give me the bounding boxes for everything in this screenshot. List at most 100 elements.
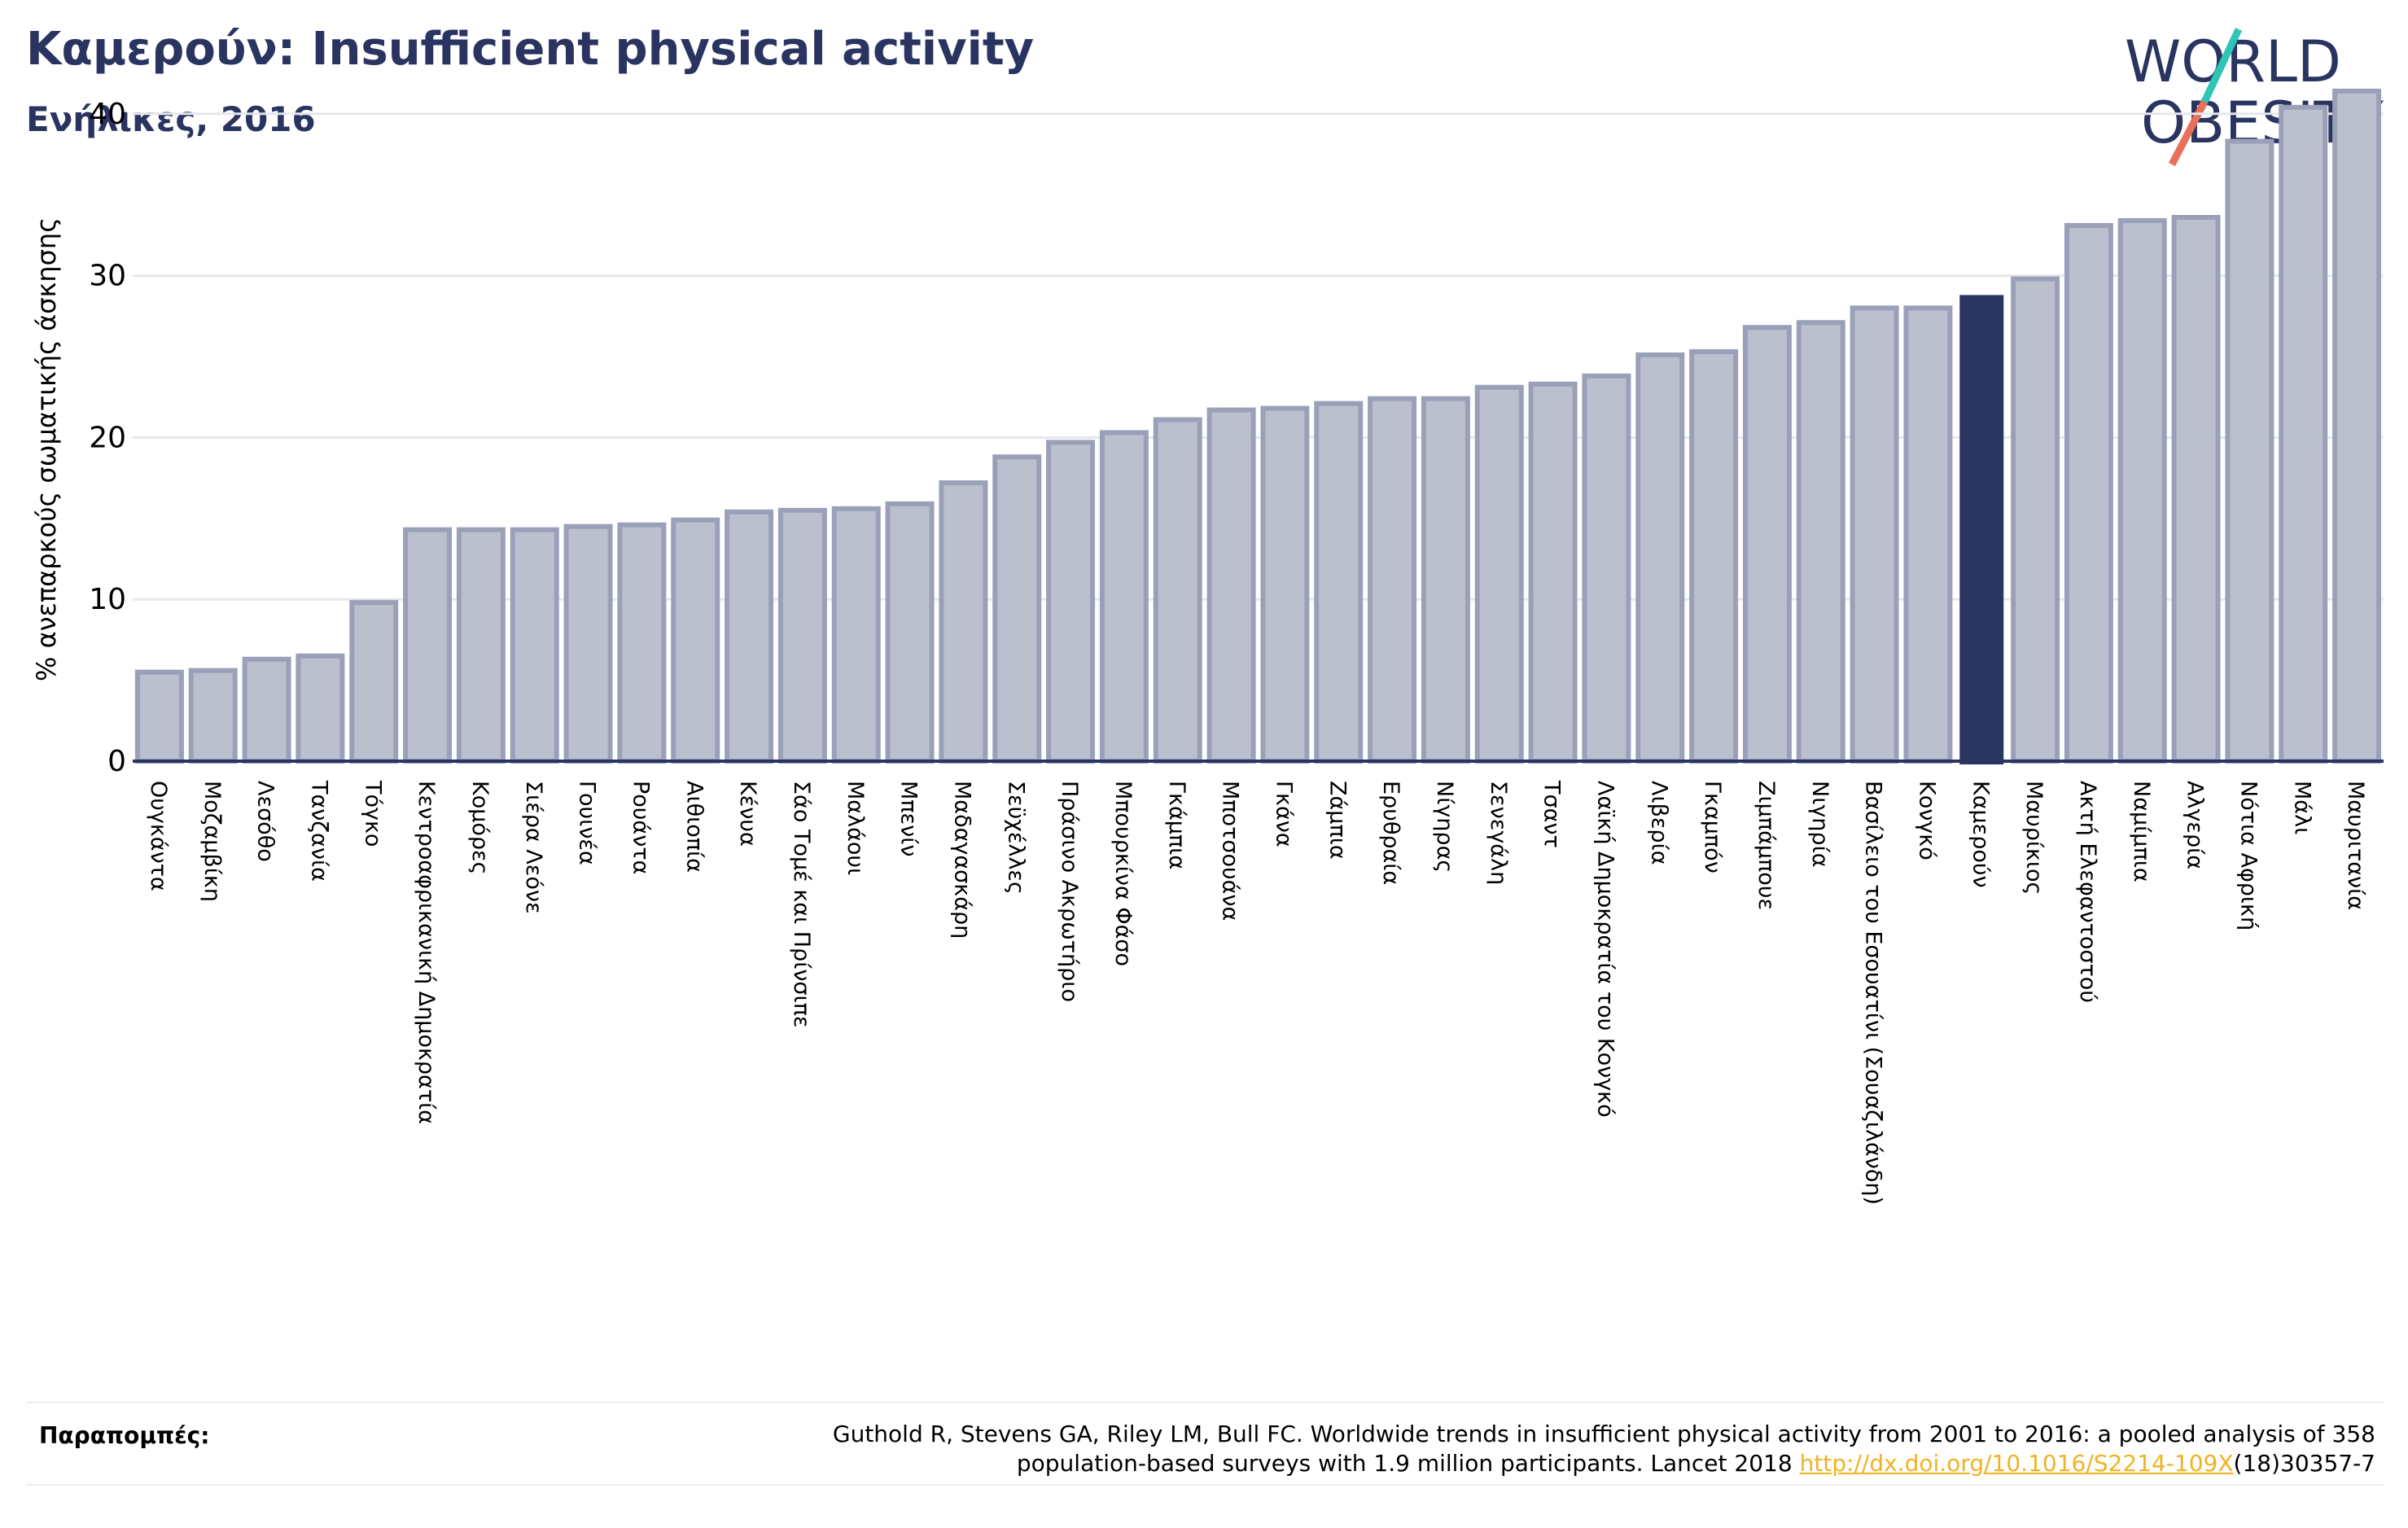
bar-7[interactable] <box>510 527 559 764</box>
x-tick-label: Σενεγάλη <box>1486 781 1511 885</box>
x-tick-label: Νίγηρας <box>1432 781 1457 873</box>
bar-24[interactable] <box>1421 396 1470 764</box>
references-bottom-rule <box>26 1484 2384 1486</box>
bar-16[interactable] <box>992 454 1042 764</box>
x-tick-label: Ναμίμπια <box>2129 781 2154 882</box>
x-tick-label: Σάο Τομέ και Πρίνσιπε <box>789 781 814 1028</box>
references-line-1: Guthold R, Stevens GA, Riley LM, Bull FC… <box>832 1421 2375 1447</box>
x-tick-label: Γκάνα <box>1271 781 1296 847</box>
bar-3[interactable] <box>296 653 345 764</box>
x-tick-label: Γουινέα <box>575 781 600 865</box>
x-tick-label: Λαϊκή Δημοκρατία του Κονγκό <box>1592 781 1618 1118</box>
bar-27[interactable] <box>1582 373 1631 764</box>
bar-15[interactable] <box>939 480 988 764</box>
x-tick-label: Λιβερία <box>1646 781 1671 865</box>
bar-25[interactable] <box>1474 384 1524 764</box>
bar-29[interactable] <box>1689 349 1739 764</box>
x-tick-label: Κονγκό <box>1914 781 1939 860</box>
x-tick-label: Γκάμπια <box>1164 781 1189 869</box>
bar-11[interactable] <box>725 509 774 764</box>
references-label: Παραπομπές: <box>39 1422 210 1449</box>
bar-37[interactable] <box>2117 217 2167 764</box>
bar-34[interactable] <box>1959 295 2004 764</box>
bar-22[interactable] <box>1314 401 1364 764</box>
x-tick-label: Βασίλειο του Εσουατίνι (Σουαζιλάνδη) <box>1861 781 1886 1205</box>
x-tick-label: Σιέρα Λεόνε <box>521 781 546 914</box>
bar-28[interactable] <box>1635 352 1685 764</box>
bar-6[interactable] <box>456 527 506 764</box>
bar-36[interactable] <box>2064 222 2113 764</box>
chart-title: Καμερούν: Insufficient physical activity <box>26 23 1035 76</box>
bar-17[interactable] <box>1046 440 1096 764</box>
references-line-2: population-based surveys with 1.9 millio… <box>666 1449 2375 1478</box>
x-tick-label: Ουγκάντα <box>146 781 171 891</box>
references-line-2-prefix: population-based surveys with 1.9 millio… <box>1016 1450 1800 1477</box>
logo-slash-teal <box>2200 28 2243 103</box>
y-tick-label: 0 <box>107 745 126 778</box>
references-text: Guthold R, Stevens GA, Riley LM, Bull FC… <box>666 1420 2375 1478</box>
x-label-layer: Ουγκάντα Μοζαμβίκη Λεσόθο Τανζανία Τόγκο Κεντ… <box>146 780 2368 1205</box>
x-tick-label: Μάλι <box>2289 781 2314 834</box>
y-axis-label: % ανεπαρκούς σωματικής άσκησης <box>31 217 62 681</box>
bar-chart: 0 10 20 30 40 Ουγκάντα Μοζαμβίκη Λεσόθο Τανζανί… <box>31 88 2384 1205</box>
bar-20[interactable] <box>1206 407 1256 764</box>
bar-41[interactable] <box>2332 88 2382 764</box>
y-tick-label: 30 <box>89 260 126 293</box>
y-tick-layer: 0 10 20 30 40 <box>89 98 126 778</box>
x-tick-label: Κεντροαφρικανική Δημοκρατία <box>414 781 439 1124</box>
bar-8[interactable] <box>563 523 613 764</box>
bar-0[interactable] <box>134 669 184 764</box>
x-tick-label: Νιγηρία <box>1807 781 1832 868</box>
x-tick-label: Νότια Αφρική <box>2235 781 2261 930</box>
x-tick-label: Ζιμπάμπουε <box>1753 781 1779 910</box>
x-tick-label: Μποτσουάνα <box>1218 781 1243 921</box>
x-tick-label: Ερυθραία <box>1378 781 1403 885</box>
logo-slash-coral <box>2169 99 2208 167</box>
bar-31[interactable] <box>1796 320 1845 764</box>
bar-26[interactable] <box>1528 381 1578 764</box>
bar-21[interactable] <box>1260 405 1310 764</box>
x-tick-label: Ακτή Ελεφαντοστού <box>2075 781 2100 1003</box>
bar-35[interactable] <box>2011 276 2060 764</box>
x-tick-label: Λεσόθο <box>253 781 278 862</box>
bar-5[interactable] <box>403 527 453 764</box>
bar-30[interactable] <box>1742 325 1792 764</box>
x-tick-label: Τόγκο <box>360 780 385 847</box>
bar-33[interactable] <box>1903 305 1953 764</box>
bar-39[interactable] <box>2225 138 2274 764</box>
x-tick-label: Κομόρες <box>467 781 493 875</box>
bar-13[interactable] <box>831 506 881 764</box>
x-tick-label: Μπενίν <box>896 781 922 856</box>
x-tick-label: Μοζαμβίκη <box>199 781 225 902</box>
y-tick-label: 40 <box>89 98 126 131</box>
x-tick-label: Κένυα <box>735 781 760 847</box>
references-line-2-suffix: (18)30357-7 <box>2233 1450 2375 1477</box>
bar-2[interactable] <box>242 656 291 764</box>
x-tick-label: Τσαντ <box>1539 780 1565 848</box>
x-tick-label: Τανζανία <box>306 780 331 882</box>
bar-23[interactable] <box>1368 396 1417 764</box>
x-tick-label: Μαυριτανία <box>2343 781 2368 910</box>
x-tick-label: Καμερούν <box>1968 781 1993 888</box>
bar-19[interactable] <box>1153 417 1202 764</box>
x-tick-label: Ζάμπια <box>1324 781 1350 860</box>
bar-9[interactable] <box>617 522 667 764</box>
bar-40[interactable] <box>2279 104 2328 764</box>
doi-link[interactable]: http://dx.doi.org/10.1016/S2214-109X <box>1799 1450 2234 1477</box>
x-tick-label: Μαυρίκιος <box>2021 781 2047 895</box>
bar-4[interactable] <box>349 600 399 764</box>
bar-18[interactable] <box>1099 430 1149 764</box>
bar-1[interactable] <box>188 668 238 764</box>
x-tick-label: Αλγερία <box>2183 781 2208 869</box>
x-tick-label: Πράσινο Ακρωτήριο <box>1057 781 1082 1002</box>
bar-12[interactable] <box>777 507 827 764</box>
x-tick-label: Σεϋχέλλες <box>1003 781 1028 895</box>
y-tick-label: 20 <box>89 421 126 454</box>
x-tick-label: Μαλάουι <box>843 781 868 875</box>
x-tick-label: Αιθιοπία <box>681 781 707 873</box>
bar-10[interactable] <box>671 517 720 764</box>
bar-14[interactable] <box>885 501 935 764</box>
bar-38[interactable] <box>2171 215 2221 764</box>
grid-layer <box>133 112 2384 601</box>
bar-32[interactable] <box>1850 305 1899 764</box>
